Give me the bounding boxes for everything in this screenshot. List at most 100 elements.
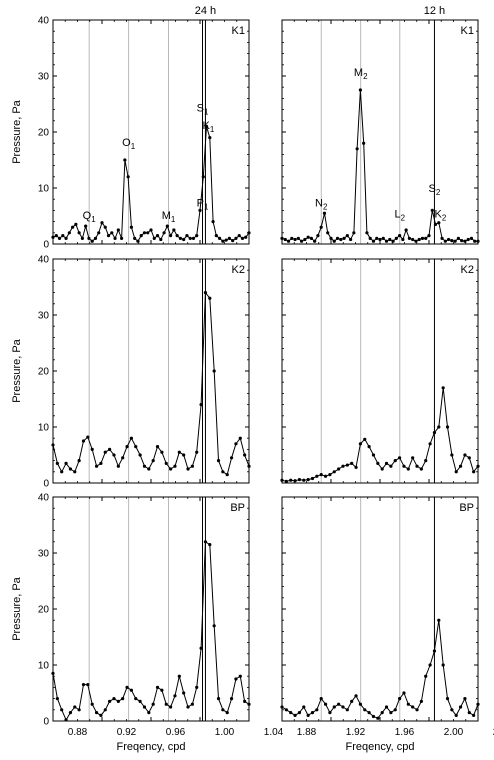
spectrum-point bbox=[450, 708, 454, 712]
spectrum-point bbox=[384, 461, 389, 465]
spectrum-point bbox=[454, 713, 458, 718]
spectrum-point bbox=[450, 453, 454, 457]
spectrum-point bbox=[319, 473, 323, 477]
spectrum-point bbox=[159, 237, 163, 242]
spectrum-point bbox=[68, 467, 73, 471]
constituent-label: P1 bbox=[197, 197, 209, 211]
panel-bp-semidiurnal: 1.88 1.92 1.96 2.00 2.04 Freqency, cpd BP bbox=[280, 496, 494, 753]
spectrum-point bbox=[169, 705, 173, 709]
spectrum-point bbox=[376, 461, 380, 465]
spectrum-point bbox=[126, 175, 130, 179]
constituent-subscript: 1 bbox=[204, 107, 209, 116]
spectrum-point bbox=[123, 158, 127, 162]
spectrum-point bbox=[199, 403, 203, 407]
spectrum-point bbox=[296, 236, 300, 240]
constituent-subscript: 2 bbox=[323, 202, 328, 211]
plot-frame bbox=[281, 19, 479, 245]
spectrum-point bbox=[136, 239, 140, 243]
spectrum-point bbox=[437, 221, 441, 225]
spectrum-point bbox=[243, 453, 247, 457]
spectrum-point bbox=[243, 699, 247, 704]
spectrum-point bbox=[116, 228, 120, 232]
spectrum-point bbox=[350, 699, 354, 704]
spectrum-point bbox=[354, 465, 358, 469]
station-label: K1 bbox=[232, 25, 245, 37]
spectrum-point bbox=[365, 231, 369, 235]
spectrum-point bbox=[354, 694, 358, 698]
spectrum-point bbox=[341, 705, 345, 709]
spectrum-point bbox=[323, 474, 328, 478]
constituent-label: K2 bbox=[435, 209, 447, 223]
x-tick-label: 1.96 bbox=[395, 727, 415, 738]
spectrum-point bbox=[437, 618, 441, 622]
constituent-subscript: 2 bbox=[401, 214, 406, 223]
spectrum-point bbox=[329, 236, 333, 240]
spectrum-point bbox=[188, 236, 192, 240]
spectrum-point bbox=[191, 236, 196, 240]
spectrum-point bbox=[297, 478, 302, 482]
spectrum-point bbox=[190, 464, 194, 468]
pressure-spectrum-line bbox=[281, 89, 478, 242]
spectrum-point bbox=[355, 147, 359, 151]
spectrum-point bbox=[237, 234, 241, 238]
spectrum-point bbox=[424, 459, 428, 463]
spectrum-point bbox=[358, 442, 362, 446]
spectrum-point bbox=[225, 473, 229, 477]
spectrum-point bbox=[68, 711, 73, 715]
spectrum-point bbox=[289, 711, 293, 715]
spectrum-point bbox=[368, 236, 372, 240]
spectrum-point bbox=[388, 237, 392, 242]
spectrum-point bbox=[86, 683, 90, 687]
station-label: K1 bbox=[461, 25, 474, 37]
spectrum-point bbox=[467, 456, 471, 460]
spectrum-point bbox=[398, 697, 402, 701]
spectrum-point bbox=[67, 231, 71, 235]
spectrum-point bbox=[234, 236, 238, 240]
constituent-subscript: 1 bbox=[131, 142, 136, 151]
constituent-symbol: O bbox=[122, 137, 131, 149]
y-tick-label: 10 bbox=[38, 423, 50, 434]
spectrum-point bbox=[93, 236, 98, 240]
spectrum-point bbox=[328, 473, 332, 477]
spectrum-point bbox=[394, 236, 398, 240]
spectrum-point bbox=[286, 239, 291, 243]
constituent-symbol: K bbox=[202, 120, 210, 132]
spectrum-point bbox=[73, 705, 77, 709]
spectrum-point bbox=[293, 479, 297, 483]
spectrum-point bbox=[472, 713, 476, 718]
spectrum-point bbox=[51, 671, 55, 676]
spectrum-point bbox=[234, 677, 238, 681]
spectrum-point bbox=[322, 211, 327, 215]
spectrum-point bbox=[419, 699, 423, 704]
spectrum-point bbox=[371, 714, 376, 719]
spectrum-point bbox=[64, 461, 68, 465]
spectrum-point bbox=[100, 221, 104, 225]
x-tick-label: 1.00 bbox=[215, 727, 235, 738]
spectrum-point bbox=[240, 236, 245, 240]
y-tick-label: 40 bbox=[38, 493, 50, 504]
spectrum-point bbox=[57, 236, 62, 240]
spectrum-point bbox=[428, 442, 432, 446]
spectrum-point bbox=[280, 705, 284, 709]
spectrum-point bbox=[221, 239, 225, 243]
spectrum-point bbox=[152, 236, 156, 240]
panel-k2-semidiurnal: K2 bbox=[280, 258, 480, 484]
spectrum-point bbox=[54, 234, 58, 238]
station-label: K2 bbox=[232, 264, 245, 276]
spectrum-point bbox=[186, 467, 190, 471]
spectrum-point bbox=[155, 685, 160, 690]
y-axis-title: Pressure, Pa bbox=[11, 99, 23, 163]
spectrum-point bbox=[182, 237, 186, 242]
spectrum-point bbox=[190, 702, 194, 706]
spectrum-point bbox=[476, 702, 480, 706]
spectrum-point bbox=[432, 431, 437, 435]
spectrum-point bbox=[138, 699, 142, 704]
spectrum-point bbox=[172, 228, 176, 232]
spectrum-point bbox=[116, 464, 120, 468]
constituent-label: S2 bbox=[429, 183, 441, 197]
spectrum-point bbox=[134, 697, 138, 701]
spectrum-point bbox=[460, 239, 464, 243]
spectrum-point bbox=[380, 711, 384, 715]
y-tick-label: 20 bbox=[38, 367, 50, 378]
